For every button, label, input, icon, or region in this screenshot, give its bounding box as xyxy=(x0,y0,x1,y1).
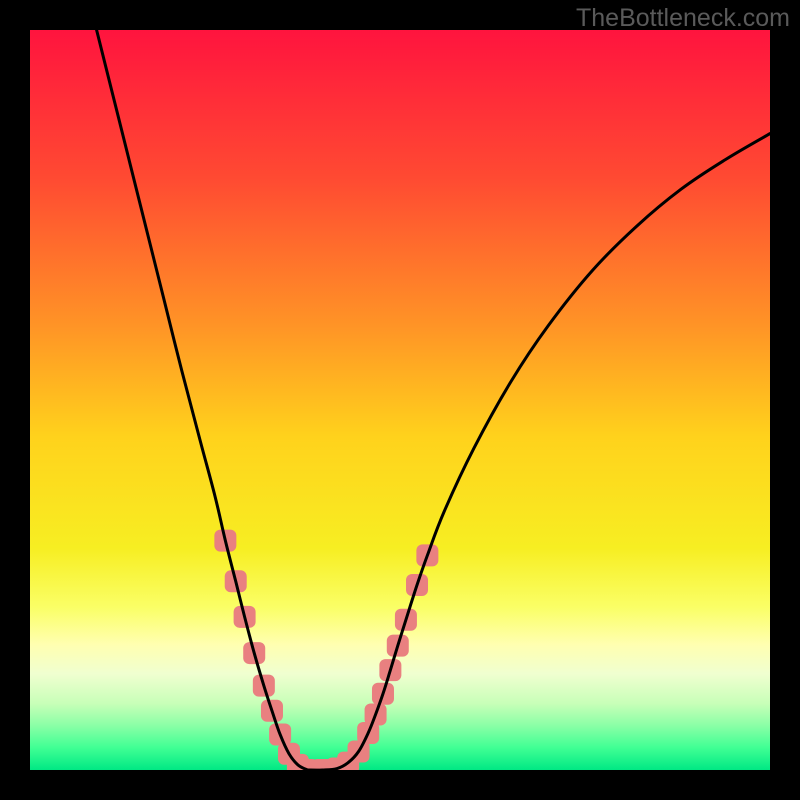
plot-area xyxy=(30,30,770,770)
curve-right xyxy=(308,134,771,770)
chart-markers xyxy=(214,530,438,770)
curve-left xyxy=(97,30,308,770)
chart-curves xyxy=(30,30,770,770)
watermark-text: TheBottleneck.com xyxy=(576,4,790,33)
